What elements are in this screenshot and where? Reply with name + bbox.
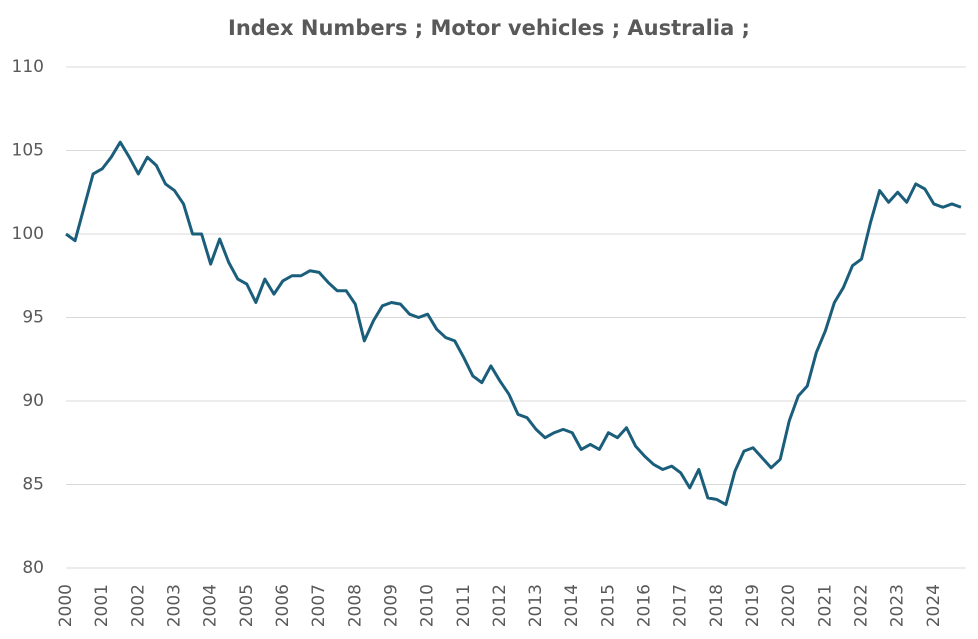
x-tick-label: 2014 (562, 584, 582, 627)
x-tick-label: 2018 (707, 584, 727, 627)
x-tick-label: 2023 (888, 584, 908, 627)
x-tick-label: 2021 (815, 584, 835, 627)
y-tick-label: 95 (22, 308, 44, 328)
x-tick-label: 2002 (128, 584, 148, 627)
y-tick-label: 80 (22, 558, 44, 578)
x-tick-label: 2016 (635, 584, 655, 627)
x-tick-label: 2013 (526, 584, 546, 627)
x-tick-label: 2004 (201, 584, 221, 627)
chart-title: Index Numbers ; Motor vehicles ; Austral… (228, 16, 750, 40)
x-tick-label: 2010 (418, 584, 438, 627)
x-tick-label: 2009 (381, 584, 401, 627)
x-tick-label: 2022 (852, 584, 872, 627)
x-tick-label: 2003 (164, 584, 184, 627)
x-tick-label: 2001 (92, 584, 112, 627)
y-tick-label: 85 (22, 475, 44, 495)
x-tick-label: 2007 (309, 584, 329, 627)
x-tick-label: 2011 (454, 584, 474, 627)
y-tick-label: 105 (12, 141, 44, 161)
x-tick-label: 2024 (924, 584, 944, 627)
x-tick-label: 2005 (237, 584, 257, 627)
y-tick-label: 100 (12, 224, 44, 244)
y-tick-label: 90 (22, 391, 44, 411)
x-tick-label: 2008 (345, 584, 365, 627)
x-tick-label: 2006 (273, 584, 293, 627)
data-line (65, 140, 962, 507)
x-tick-label: 2015 (598, 584, 618, 627)
y-tick-label: 110 (12, 57, 44, 77)
x-tick-label: 2019 (743, 584, 763, 627)
x-tick-label: 2017 (671, 584, 691, 627)
x-tick-label: 2000 (56, 584, 76, 627)
x-tick-label: 2012 (490, 584, 510, 627)
x-tick-label: 2020 (779, 584, 799, 627)
